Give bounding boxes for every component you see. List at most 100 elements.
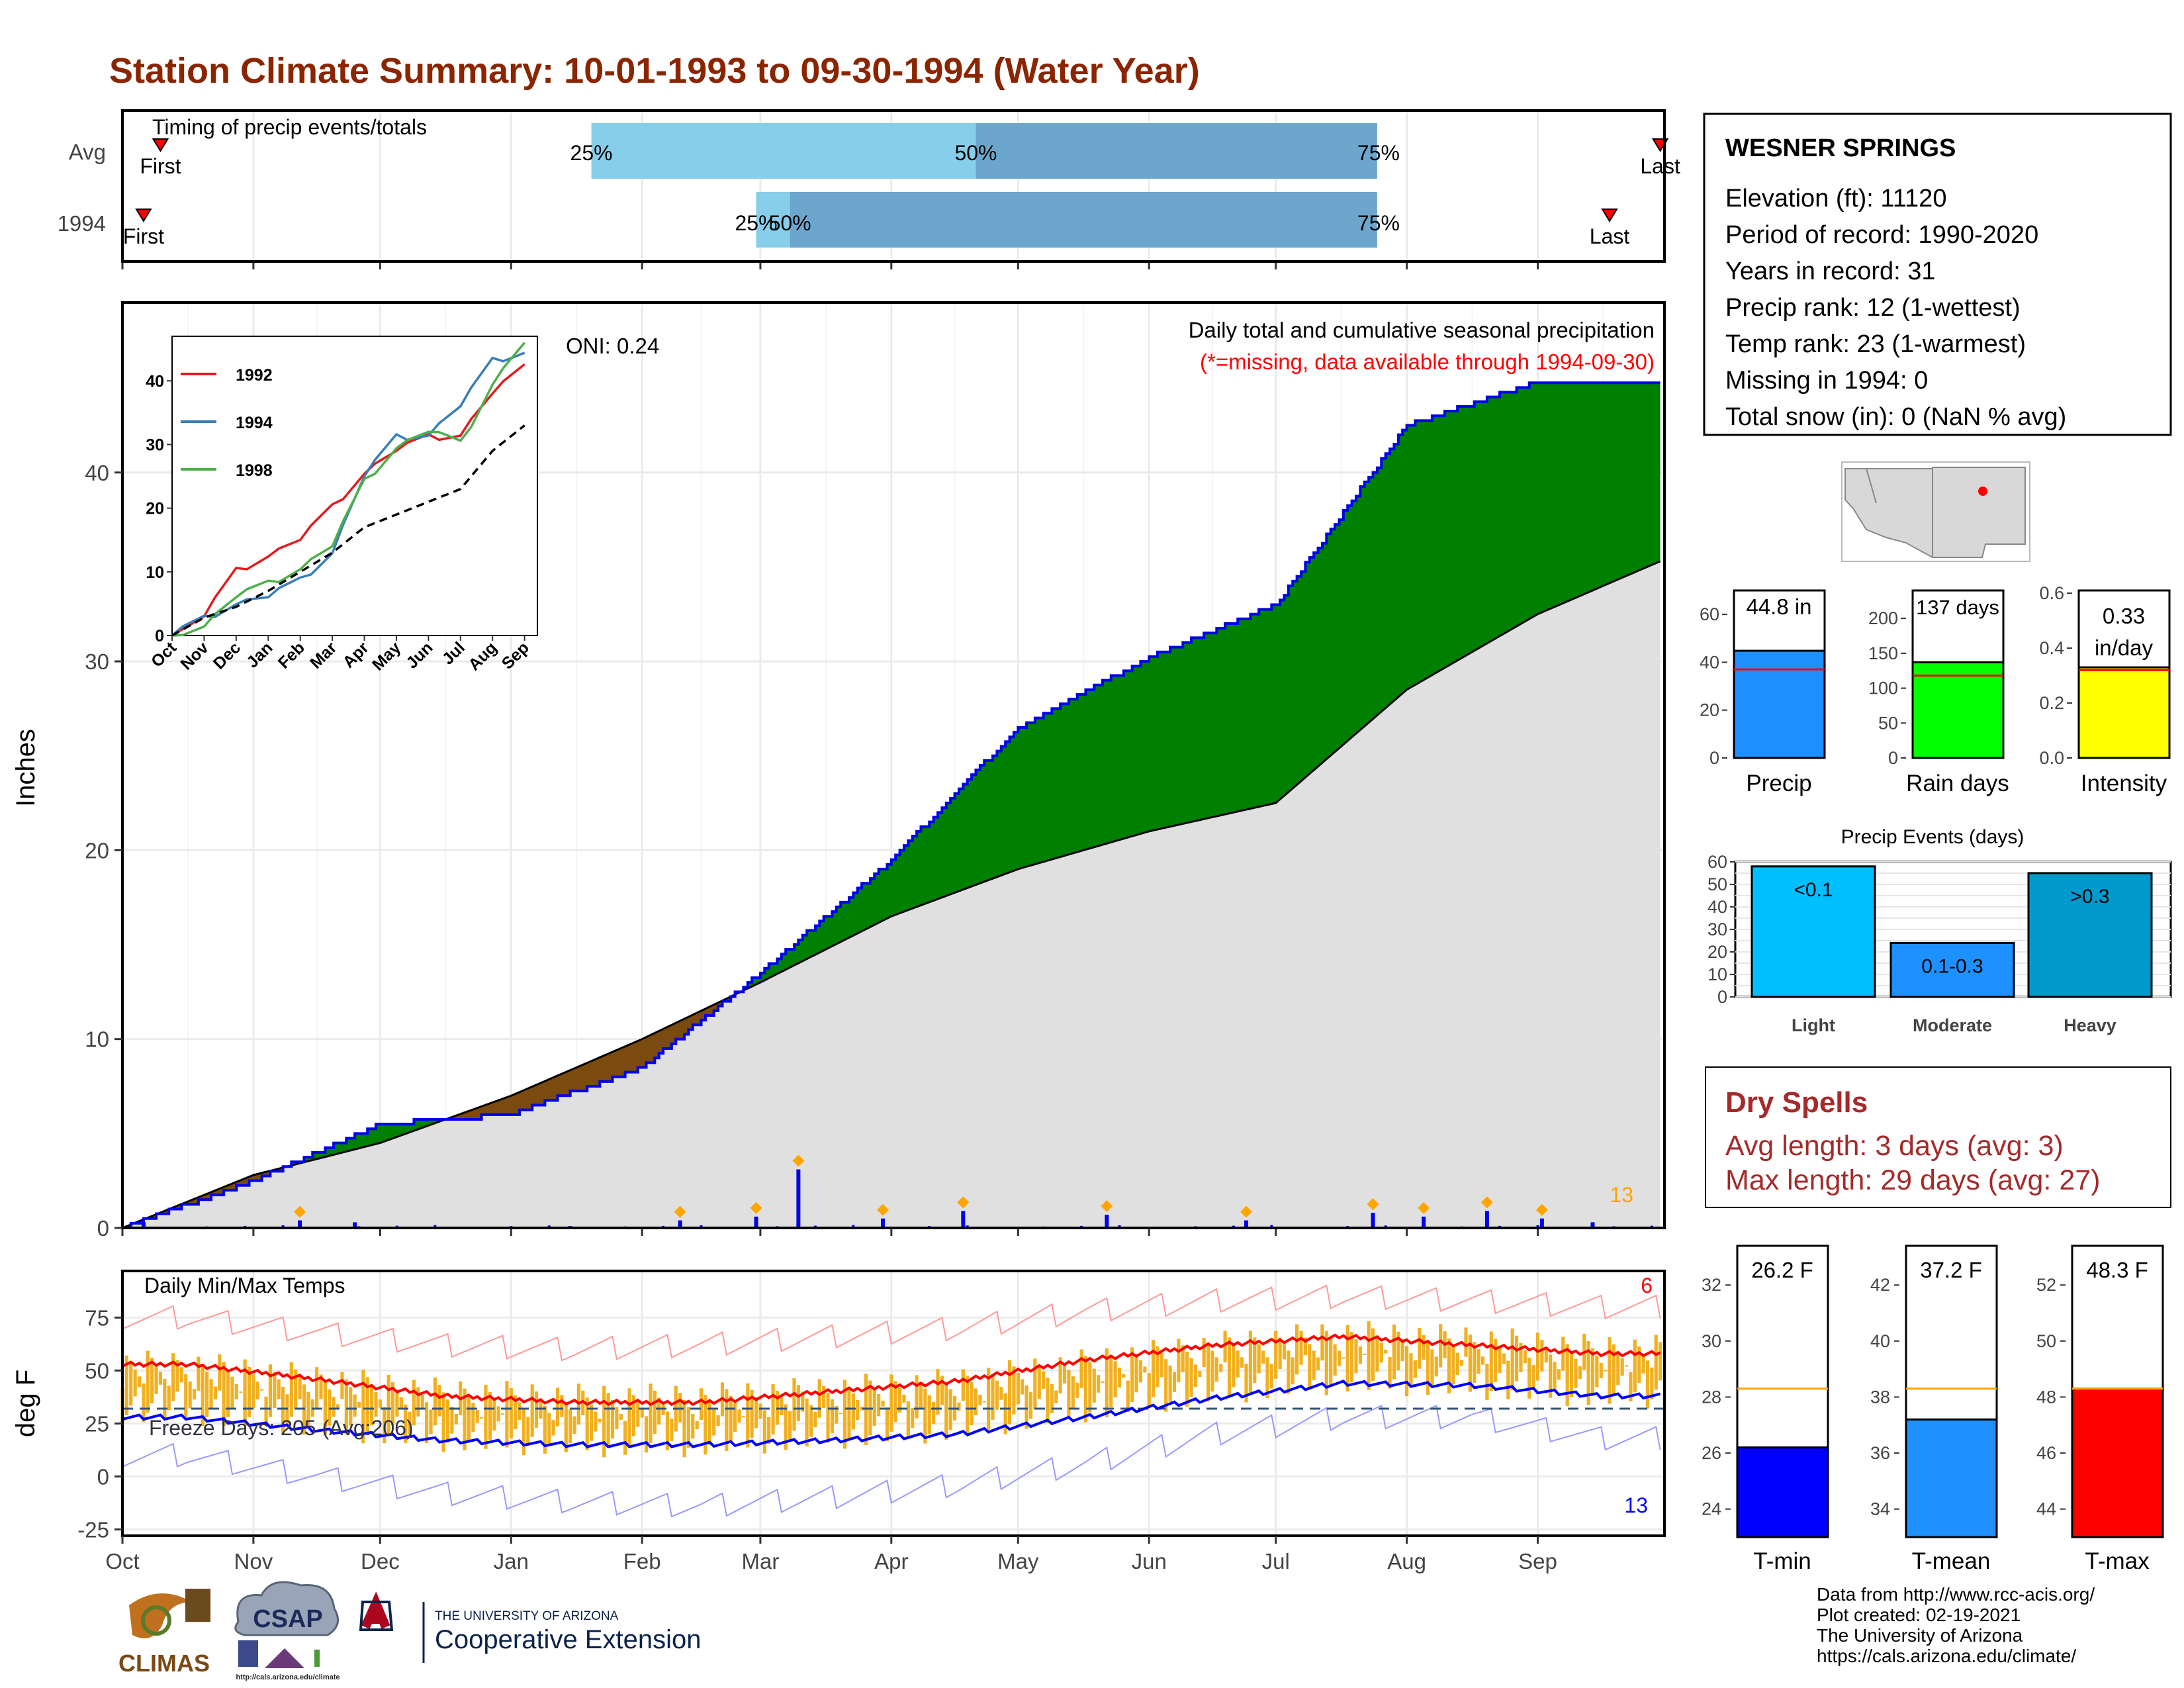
daily-temp-bar <box>1502 1353 1506 1364</box>
record-max-line <box>122 1284 1661 1362</box>
daily-temp-bar <box>251 1374 255 1409</box>
daily-temp-bar <box>610 1399 615 1439</box>
cumulative-precip-line <box>122 381 1661 1229</box>
extreme-event-marker <box>1240 1205 1253 1218</box>
daily-temp-bar <box>484 1384 488 1449</box>
daily-temp-bar <box>678 1393 682 1423</box>
daily-temp-bar <box>1278 1337 1282 1370</box>
daily-temp-bar <box>885 1407 889 1442</box>
daily-temp-bar <box>636 1402 640 1427</box>
daily-temp-bar <box>298 1377 302 1399</box>
last-event-label: Last <box>1590 224 1630 248</box>
precip-summary-bar <box>1733 649 1826 759</box>
daily-temp-bar <box>471 1403 475 1432</box>
inset-legend-1994: 1994 <box>236 414 273 432</box>
daily-temp-bar <box>589 1404 594 1441</box>
min-record-count: 13 <box>1624 1493 1648 1517</box>
temp-y-label: deg F <box>11 1370 40 1437</box>
daily-temp-bar <box>1079 1349 1083 1388</box>
daily-temp-bar <box>1324 1331 1328 1395</box>
daily-temp-bar <box>1130 1347 1134 1403</box>
daily-temp-bar <box>197 1356 201 1391</box>
daily-precip-bar <box>1422 1216 1426 1228</box>
credits: Data from http://www.rcc-acis.org/ Plot … <box>1817 1584 2095 1666</box>
daily-temp-bar <box>234 1383 238 1399</box>
tmax-value: 48.3 F <box>2086 1258 2148 1282</box>
daily-temp-bar <box>835 1406 839 1424</box>
daily-temp-bar <box>1595 1355 1599 1387</box>
daily-temp-bar <box>306 1391 310 1426</box>
daily-temp-bar <box>184 1374 188 1418</box>
daily-temp-bar <box>514 1395 518 1430</box>
daily-temp-bar <box>631 1395 636 1436</box>
daily-temp-bar <box>1396 1331 1400 1370</box>
daily-temp-bar <box>1485 1364 1489 1400</box>
daily-temp-bar <box>932 1401 936 1425</box>
dry-spells-max: Max length: 29 days (avg: 27) <box>1725 1164 2100 1196</box>
daily-temp-bar <box>243 1359 247 1427</box>
daily-temp-bar <box>1358 1346 1362 1364</box>
temp-summary-bar <box>1736 1446 1829 1538</box>
daily-temp-bar <box>509 1387 513 1438</box>
precip-y-tick-label: 40 <box>85 461 109 485</box>
daily-temp-bar <box>927 1395 931 1434</box>
daily-temp-bar <box>623 1421 627 1455</box>
average-cumulative-area <box>122 561 1661 1228</box>
daily-temp-bar <box>154 1364 158 1394</box>
timing-label-75: 75% <box>1357 141 1400 165</box>
daily-temp-bar <box>264 1396 268 1426</box>
daily-temp-bar <box>1316 1357 1320 1371</box>
month-axis-label: Jan <box>494 1549 529 1573</box>
daily-temp-bar <box>1451 1345 1455 1385</box>
dry-spells-title: Dry Spells <box>1725 1086 1868 1119</box>
daily-temp-bar <box>1569 1351 1574 1397</box>
daily-temp-bar <box>991 1374 995 1420</box>
daily-temp-bar <box>1138 1360 1143 1383</box>
daily-temp-bar <box>412 1380 416 1426</box>
daily-temp-bar <box>395 1389 399 1417</box>
daily-temp-bar <box>416 1387 420 1417</box>
extreme-event-marker <box>1367 1198 1379 1211</box>
daily-temp-bar <box>1633 1339 1637 1393</box>
daily-temp-bar <box>1058 1357 1062 1393</box>
daily-temp-bar <box>1320 1324 1324 1361</box>
month-axis-label: Mar <box>741 1549 779 1573</box>
timing-label-50: 50% <box>769 211 811 235</box>
daily-temp-bar <box>1083 1356 1088 1423</box>
daily-temp-bar <box>695 1421 699 1430</box>
above-average-area <box>122 383 1661 1228</box>
daily-temp-bar <box>1198 1371 1202 1378</box>
daily-precip-bar <box>433 1225 437 1228</box>
extreme-event-marker <box>750 1201 762 1214</box>
daily-temp-bar <box>733 1402 737 1432</box>
daily-temp-bar <box>847 1386 851 1440</box>
daily-temp-bar <box>1189 1358 1193 1397</box>
daily-temp-bar <box>1418 1328 1422 1369</box>
daily-temp-bar <box>1037 1365 1041 1399</box>
daily-temp-bar <box>1612 1344 1615 1395</box>
daily-temp-bar <box>902 1394 906 1403</box>
events-category-label: Heavy <box>2064 1015 2116 1035</box>
dry-spells-box: Dry Spells Avg length: 3 days (avg: 3) M… <box>1705 1066 2171 1208</box>
record-min-line <box>122 1405 1661 1518</box>
timing-title: Timing of precip events/totals <box>152 115 427 139</box>
daily-temp-bar <box>1261 1350 1265 1364</box>
daily-temp-bar <box>1206 1344 1210 1402</box>
station-line: Missing in 1994: 0 <box>1725 367 1928 395</box>
daily-temp-bar <box>1227 1337 1232 1397</box>
daily-temp-bar <box>1384 1350 1388 1354</box>
first-event-marker <box>135 209 152 222</box>
csap-wordmark: CSAP <box>253 1605 323 1633</box>
station-line: Temp rank: 23 (1-warmest) <box>1725 330 2026 358</box>
daily-temp-bar <box>813 1412 817 1428</box>
precip-summary-y-tick-label: 0 <box>1709 748 1719 768</box>
precip-bar-label: Precip <box>1746 771 1811 796</box>
inset-average-line <box>171 424 525 637</box>
events-bar <box>1889 941 2015 998</box>
daily-temp-bar <box>1299 1331 1303 1365</box>
daily-temp-bar <box>1075 1382 1079 1398</box>
timing-bar-25-50 <box>591 123 976 179</box>
freeze-days: Freeze Days: 205 (Avg:206) <box>149 1416 414 1440</box>
daily-temp-bar <box>1185 1351 1189 1407</box>
daily-temp-bar <box>594 1411 598 1432</box>
